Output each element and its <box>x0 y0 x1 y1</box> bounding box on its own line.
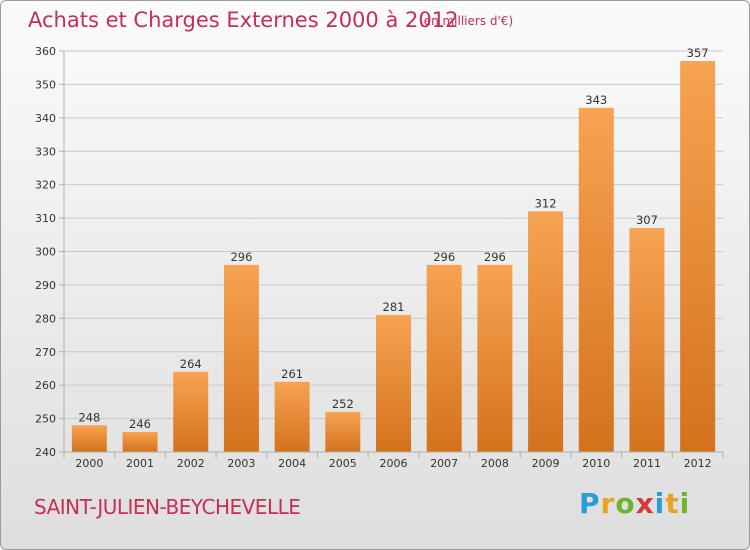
y-tick-label: 330 <box>35 145 56 158</box>
logo-letter: t <box>665 487 680 520</box>
x-axis-ticks: 2000 2001 2002 2003 2004 2005 2006 2007 2008 2009… <box>63 452 724 470</box>
value-label: 248 <box>78 410 100 424</box>
value-label: 252 <box>332 397 354 411</box>
x-tick-label: 2005 <box>329 457 357 470</box>
x-tick-label: 2009 <box>532 457 560 470</box>
town-name: SAINT-JULIEN-BEYCHEVELLE <box>34 495 301 519</box>
y-tick-label: 250 <box>35 413 56 426</box>
logo-letter: o <box>615 487 636 520</box>
bar <box>71 425 107 452</box>
x-tick-label: 2000 <box>75 457 103 470</box>
value-label: 307 <box>636 213 658 227</box>
value-label: 296 <box>484 250 506 264</box>
x-tick-label: 2012 <box>684 457 712 470</box>
x-tick-label: 2003 <box>227 457 255 470</box>
x-tick-label: 2001 <box>126 457 154 470</box>
axes <box>63 51 723 453</box>
y-axis-ticks: 240 250 260 270 280 290 300 310 320 330 340 350 360 <box>35 45 64 459</box>
y-tick-label: 310 <box>35 212 56 225</box>
value-label: 246 <box>129 417 151 431</box>
proxiti-logo: Proxiti <box>579 487 690 520</box>
bar <box>578 107 614 452</box>
bar <box>629 228 665 452</box>
bar <box>528 211 564 452</box>
value-label: 264 <box>180 357 202 371</box>
x-tick-label: 2004 <box>278 457 306 470</box>
logo-letter: i <box>679 487 691 520</box>
logo-letter: i <box>654 487 666 520</box>
value-label: 281 <box>383 300 405 314</box>
bar <box>223 264 259 452</box>
bar <box>477 264 513 452</box>
value-label: 296 <box>433 250 455 264</box>
bar <box>680 61 716 453</box>
y-tick-label: 270 <box>35 346 56 359</box>
bars <box>71 61 716 453</box>
bar <box>173 371 209 452</box>
logo-letter: P <box>579 487 601 520</box>
chart-title: Achats et Charges Externes 2000 à 2012 <box>28 8 459 32</box>
logo-letter: x <box>635 487 655 520</box>
x-tick-label: 2010 <box>582 457 610 470</box>
value-label: 312 <box>535 196 557 210</box>
y-tick-label: 320 <box>35 179 56 192</box>
bar <box>274 381 310 452</box>
x-tick-label: 2008 <box>481 457 509 470</box>
chart-subtitle: (en milliers d'€) <box>419 14 514 28</box>
value-labels: 248 246 264 296 261 252 281 296 296 312 343 307 357 <box>78 46 708 431</box>
value-label: 296 <box>230 250 252 264</box>
y-tick-label: 290 <box>35 279 56 292</box>
value-label: 357 <box>687 46 709 60</box>
y-tick-label: 300 <box>35 246 56 259</box>
x-tick-label: 2006 <box>380 457 408 470</box>
bar <box>122 431 158 452</box>
y-tick-label: 340 <box>35 112 56 125</box>
bar <box>376 314 411 452</box>
y-tick-label: 280 <box>35 312 56 325</box>
x-tick-label: 2002 <box>177 457 205 470</box>
bar <box>426 264 462 452</box>
y-tick-label: 260 <box>35 379 56 392</box>
logo-letter: r <box>600 487 616 520</box>
y-tick-label: 360 <box>35 45 56 58</box>
value-label: 343 <box>585 93 607 107</box>
bar <box>325 411 361 452</box>
x-tick-label: 2011 <box>633 457 661 470</box>
y-tick-label: 240 <box>35 446 56 459</box>
x-tick-label: 2007 <box>430 457 458 470</box>
y-tick-label: 350 <box>35 78 56 91</box>
value-label: 261 <box>281 367 303 381</box>
